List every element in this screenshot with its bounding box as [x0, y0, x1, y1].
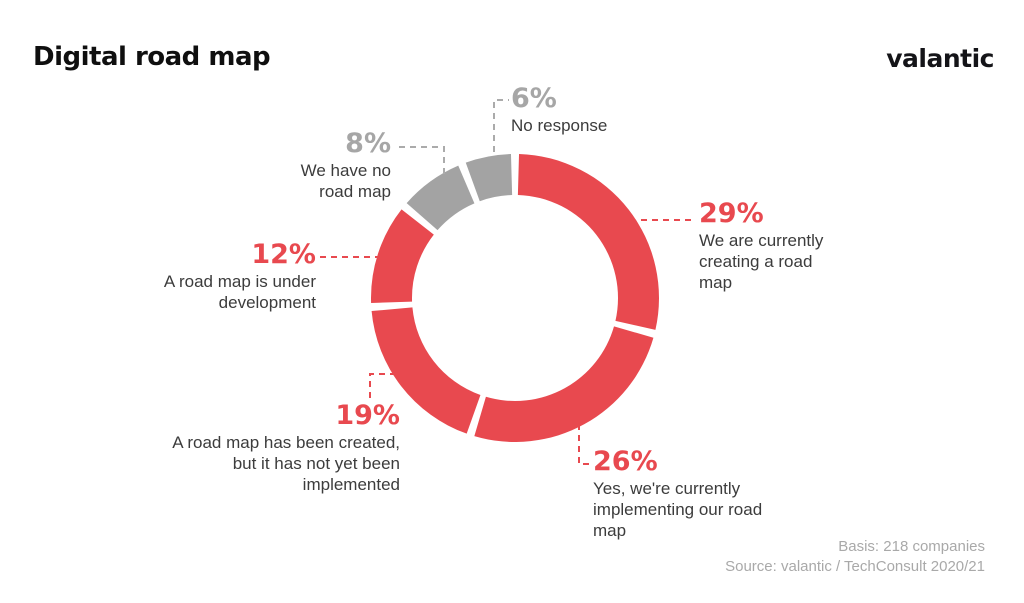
callout-pct: 29% [699, 198, 764, 229]
basis-line: Basis: 218 companies [838, 538, 985, 555]
callout-text: No response [511, 116, 608, 135]
donut-segment [474, 326, 654, 442]
callout-text: We have no road map [300, 161, 391, 201]
leader-created-not-implemented [369, 373, 396, 401]
donut-segment [406, 165, 475, 231]
callout-text: Yes, we're currently implementing our ro… [593, 479, 763, 540]
source-line: Source: valantic / TechConsult 2020/21 [725, 558, 985, 575]
leader-lines [320, 99, 696, 465]
source-note: Basis: 218 companies Source: valantic / … [725, 537, 985, 577]
callout-created-not-implemented: 19% A road map has been created, but it … [155, 401, 400, 495]
callout-pct: 6% [511, 83, 557, 114]
page-title: Digital road map [33, 42, 271, 72]
callout-pct: 26% [593, 446, 658, 477]
donut-segments [371, 154, 659, 442]
callout-implementing: 26% Yes, we're currently implementing ou… [593, 447, 763, 541]
leader-no-response [493, 99, 509, 152]
callout-creating: 29% We are currently creating a road map [699, 199, 839, 293]
callout-no-roadmap: 8% We have no road map [281, 129, 391, 202]
brand-logo: valantic [886, 44, 994, 73]
leader-implementing [578, 424, 590, 465]
callout-pct: 12% [251, 239, 316, 270]
leader-no-roadmap [399, 146, 445, 174]
callout-no-response: 6% No response [511, 84, 661, 136]
donut-segment [517, 154, 659, 330]
callout-text: A road map has been created, but it has … [172, 433, 400, 494]
donut-segment [465, 154, 513, 202]
callout-text: A road map is under development [163, 272, 316, 312]
callout-under-development: 12% A road map is under development [151, 240, 316, 313]
donut-segment [371, 307, 481, 434]
donut-segment [371, 209, 434, 304]
callout-text: We are currently creating a road map [699, 231, 824, 292]
callout-pct: 8% [345, 128, 391, 159]
callout-pct: 19% [335, 400, 400, 431]
